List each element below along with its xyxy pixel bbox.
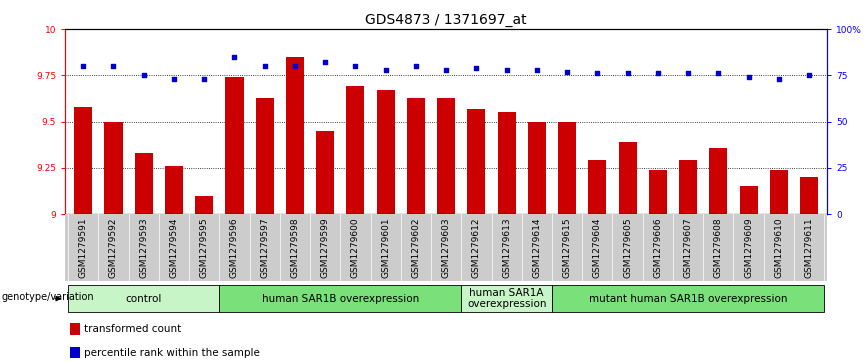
Text: GSM1279610: GSM1279610 [774,217,783,278]
Bar [377,90,395,214]
Bar [648,170,667,214]
Point [681,70,695,76]
Point [772,76,786,82]
FancyBboxPatch shape [552,285,825,313]
Point [712,70,726,76]
Bar [589,160,607,214]
Point [590,70,604,76]
Text: GSM1279615: GSM1279615 [562,217,572,278]
Text: GSM1279612: GSM1279612 [472,217,481,278]
Text: GSM1279608: GSM1279608 [713,217,723,278]
Bar [69,347,81,358]
Text: percentile rank within the sample: percentile rank within the sample [84,348,260,358]
Bar [770,170,788,214]
Point [319,60,332,65]
Point [621,70,635,76]
Point [651,70,665,76]
Text: GSM1279601: GSM1279601 [381,217,391,278]
Point [197,76,211,82]
Bar [528,122,546,214]
Point [167,76,181,82]
Text: GSM1279595: GSM1279595 [200,217,208,278]
Text: mutant human SAR1B overexpression: mutant human SAR1B overexpression [589,294,787,303]
FancyBboxPatch shape [68,285,220,313]
Point [470,65,483,71]
Point [409,63,423,69]
Text: GSM1279611: GSM1279611 [805,217,813,278]
Point [107,63,121,69]
Point [137,73,151,78]
Text: GSM1279591: GSM1279591 [79,217,88,278]
Bar [165,166,183,214]
Bar [709,147,727,214]
Title: GDS4873 / 1371697_at: GDS4873 / 1371697_at [365,13,527,26]
Text: control: control [126,294,162,303]
Text: GSM1279599: GSM1279599 [320,217,330,278]
Text: GSM1279606: GSM1279606 [654,217,662,278]
Bar [226,77,244,214]
Bar [740,187,758,214]
Bar [69,323,81,335]
Text: human SAR1A
overexpression: human SAR1A overexpression [467,288,546,309]
Point [439,67,453,73]
Point [802,73,816,78]
Point [530,67,544,73]
Bar [679,160,697,214]
Bar [195,196,214,214]
Bar [135,153,153,214]
Text: GSM1279613: GSM1279613 [502,217,511,278]
Point [288,63,302,69]
Bar [346,86,365,214]
Point [500,67,514,73]
Bar [286,57,304,214]
Bar [497,112,516,214]
Text: GSM1279596: GSM1279596 [230,217,239,278]
Point [348,63,362,69]
Text: GSM1279604: GSM1279604 [593,217,602,278]
Bar [619,142,636,214]
Point [258,63,272,69]
Text: GSM1279592: GSM1279592 [109,217,118,278]
Text: GSM1279609: GSM1279609 [744,217,753,278]
Point [76,63,90,69]
Point [560,69,574,74]
Text: GSM1279614: GSM1279614 [532,217,542,278]
FancyBboxPatch shape [220,285,461,313]
Text: GSM1279603: GSM1279603 [442,217,450,278]
Point [227,54,241,60]
FancyBboxPatch shape [461,285,552,313]
Bar [255,98,273,214]
Bar [800,177,819,214]
Text: GSM1279602: GSM1279602 [411,217,420,278]
Point [741,74,755,80]
Bar [407,98,425,214]
Bar [74,107,92,214]
Text: GSM1279607: GSM1279607 [684,217,693,278]
Bar [437,98,455,214]
Bar [558,122,576,214]
Bar [316,131,334,214]
Bar [104,122,122,214]
Text: human SAR1B overexpression: human SAR1B overexpression [261,294,419,303]
Text: GSM1279598: GSM1279598 [291,217,299,278]
Point [378,67,392,73]
Bar [467,109,485,214]
Text: GSM1279597: GSM1279597 [260,217,269,278]
Text: GSM1279594: GSM1279594 [169,217,179,278]
Text: transformed count: transformed count [84,324,181,334]
Text: GSM1279600: GSM1279600 [351,217,360,278]
Text: genotype/variation: genotype/variation [1,292,94,302]
Text: GSM1279593: GSM1279593 [139,217,148,278]
Text: GSM1279605: GSM1279605 [623,217,632,278]
